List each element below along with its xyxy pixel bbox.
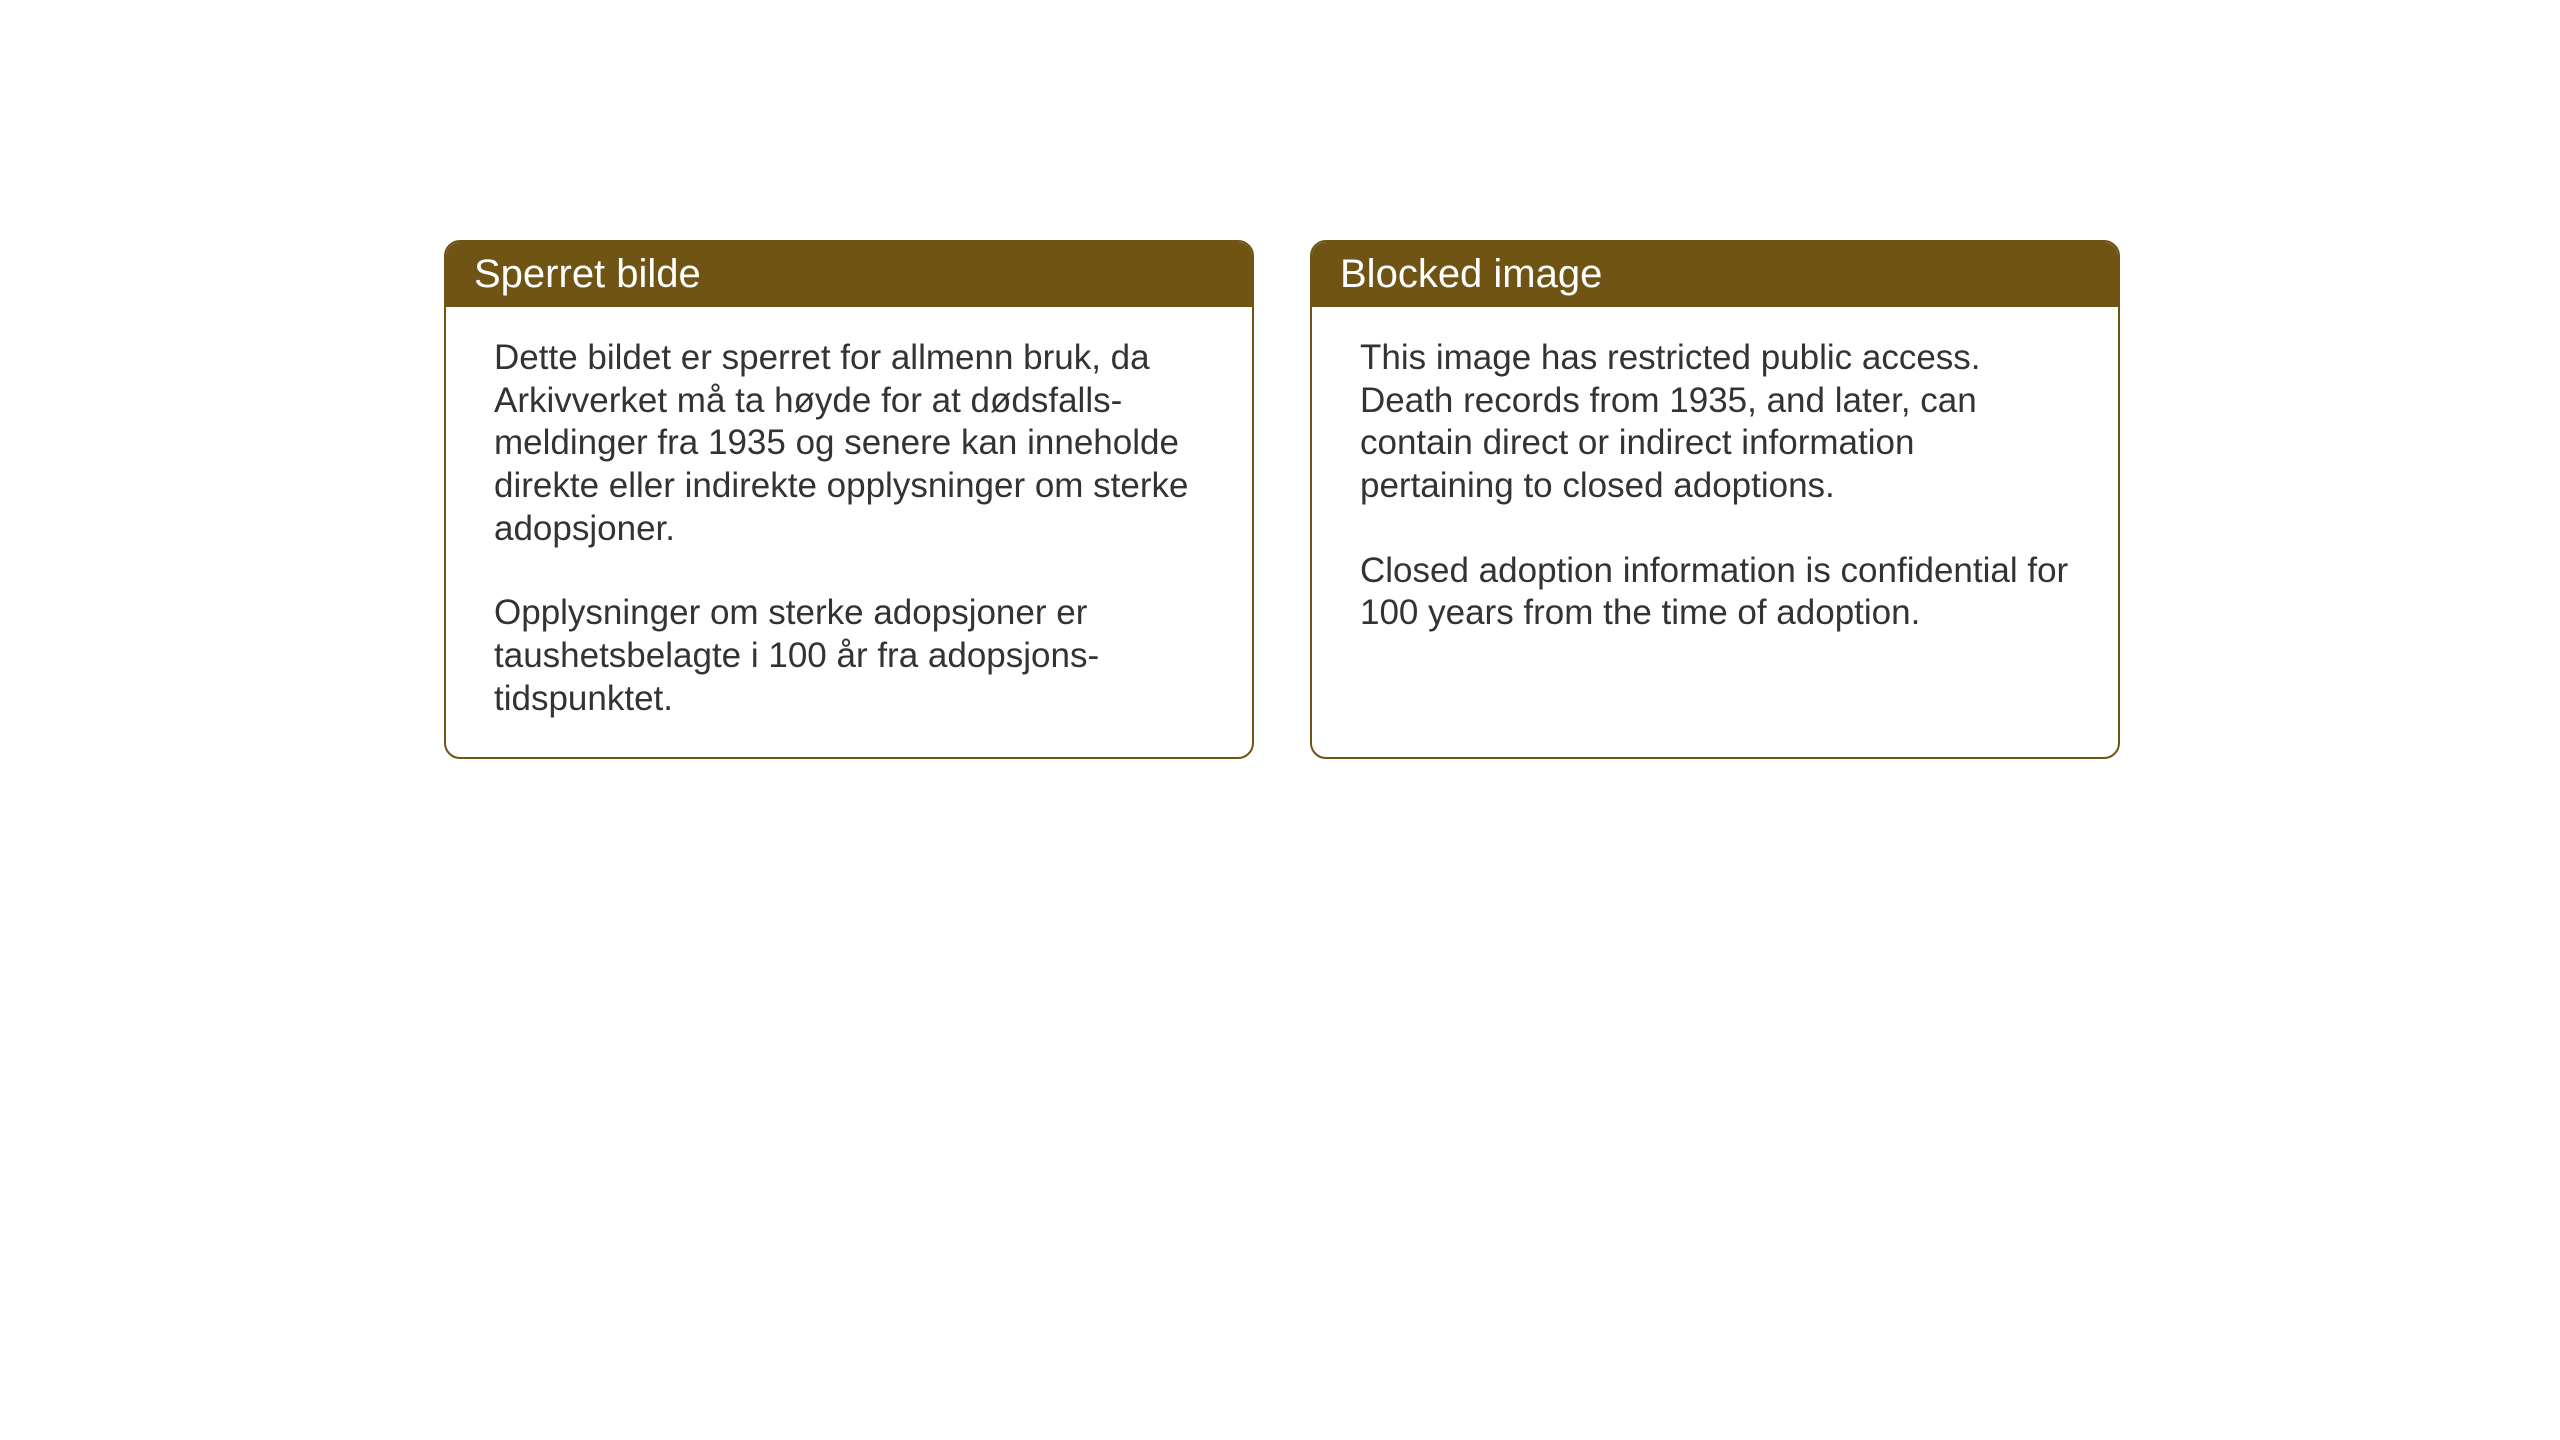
card-paragraph2-norwegian: Opplysninger om sterke adopsjoner er tau… — [494, 592, 1204, 720]
card-header-norwegian: Sperret bilde — [446, 242, 1252, 307]
card-title-norwegian: Sperret bilde — [474, 252, 701, 296]
card-body-norwegian: Dette bildet er sperret for allmenn bruk… — [446, 307, 1252, 757]
card-paragraph1-norwegian: Dette bildet er sperret for allmenn bruk… — [494, 337, 1204, 550]
card-title-english: Blocked image — [1340, 252, 1602, 296]
card-paragraph2-english: Closed adoption information is confident… — [1360, 550, 2070, 635]
card-body-english: This image has restricted public access.… — [1312, 307, 2118, 671]
card-header-english: Blocked image — [1312, 242, 2118, 307]
card-paragraph1-english: This image has restricted public access.… — [1360, 337, 2070, 508]
card-english: Blocked image This image has restricted … — [1310, 240, 2120, 759]
card-norwegian: Sperret bilde Dette bildet er sperret fo… — [444, 240, 1254, 759]
cards-container: Sperret bilde Dette bildet er sperret fo… — [444, 240, 2120, 759]
